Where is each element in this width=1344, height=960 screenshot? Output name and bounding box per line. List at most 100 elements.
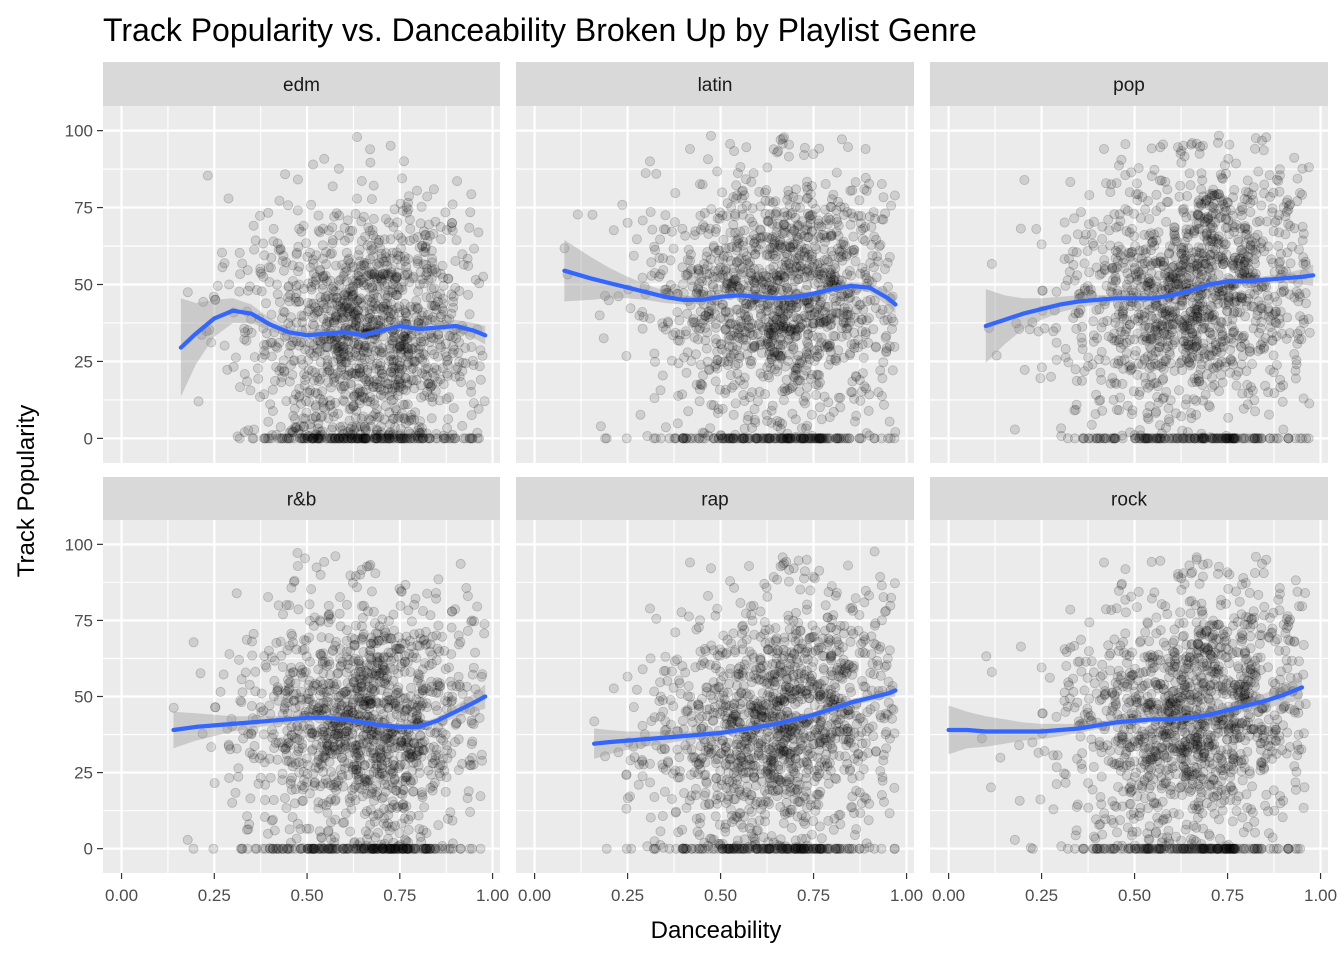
data-point [828, 406, 839, 417]
data-point [268, 223, 279, 234]
data-point [414, 352, 425, 363]
data-point [358, 280, 369, 291]
data-point [1082, 245, 1093, 256]
data-point [403, 204, 414, 215]
data-point [811, 369, 822, 380]
data-point [694, 396, 705, 407]
data-point [1275, 374, 1286, 385]
data-point [244, 281, 255, 292]
data-point [1292, 196, 1303, 207]
data-point [889, 190, 900, 201]
data-point [388, 355, 399, 366]
data-point [386, 299, 397, 310]
data-point [473, 433, 484, 444]
data-point [364, 376, 375, 387]
data-point [717, 403, 728, 414]
data-point [429, 315, 440, 326]
data-point [877, 373, 888, 384]
data-point [395, 243, 406, 254]
data-point [379, 280, 390, 291]
data-point [375, 358, 386, 369]
data-point [265, 399, 276, 410]
data-point [234, 433, 245, 444]
data-point [424, 391, 435, 402]
data-point [762, 162, 773, 173]
data-point [699, 207, 710, 218]
data-point [365, 254, 376, 265]
data-point [731, 304, 742, 315]
data-point [819, 255, 830, 266]
data-point [1065, 176, 1076, 187]
data-point [294, 279, 305, 290]
data-point [805, 310, 816, 321]
data-point [1179, 236, 1190, 247]
chart-title: Track Popularity vs. Danceability Broken… [103, 12, 977, 48]
data-point [1056, 423, 1067, 434]
data-point [413, 433, 424, 444]
data-point [695, 179, 706, 190]
data-point [265, 337, 276, 348]
data-point [739, 372, 750, 383]
data-point [415, 428, 426, 439]
data-point [844, 349, 855, 360]
data-point [353, 433, 364, 444]
data-point [306, 365, 317, 376]
data-point [795, 250, 806, 261]
data-point [1186, 358, 1197, 369]
data-point [786, 382, 797, 393]
data-point [1292, 173, 1303, 184]
data-point [848, 212, 859, 223]
data-point [1088, 316, 1099, 327]
data-point [1095, 367, 1106, 378]
data-point [725, 138, 736, 149]
data-point [314, 336, 325, 347]
data-point [1084, 190, 1095, 201]
data-point [320, 403, 331, 414]
data-point [735, 161, 746, 172]
data-point [413, 315, 424, 326]
data-point [729, 327, 740, 338]
data-point [635, 409, 646, 420]
data-point [366, 240, 377, 251]
data-point [1132, 178, 1143, 189]
data-point [402, 269, 413, 280]
data-point [263, 416, 274, 427]
data-point [202, 170, 213, 181]
data-point [708, 240, 719, 251]
data-point [423, 219, 434, 230]
data-point [374, 382, 385, 393]
data-point [412, 425, 423, 436]
data-point [1120, 204, 1131, 215]
data-point [430, 216, 441, 227]
data-point [1174, 191, 1185, 202]
data-point [403, 357, 414, 368]
data-point [812, 351, 823, 362]
data-point [1185, 262, 1196, 273]
data-point [882, 314, 893, 325]
data-point [335, 433, 346, 444]
data-point [351, 193, 362, 204]
data-point [793, 194, 804, 205]
data-point [779, 299, 790, 310]
data-point [645, 313, 656, 324]
data-point [327, 422, 338, 433]
data-point [305, 262, 316, 273]
data-point [803, 328, 814, 339]
data-point [232, 431, 243, 442]
data-point [250, 235, 261, 246]
data-point [760, 314, 771, 325]
data-point [371, 429, 382, 440]
data-point [1149, 164, 1160, 175]
data-point [1213, 298, 1224, 309]
data-point [348, 282, 359, 293]
data-point [372, 284, 383, 295]
data-point [761, 339, 772, 350]
data-point [1193, 433, 1204, 444]
data-point [402, 267, 413, 278]
data-point [426, 300, 437, 311]
data-point [386, 263, 397, 274]
data-point [833, 345, 844, 356]
data-point [1061, 234, 1072, 245]
data-point [768, 144, 779, 155]
